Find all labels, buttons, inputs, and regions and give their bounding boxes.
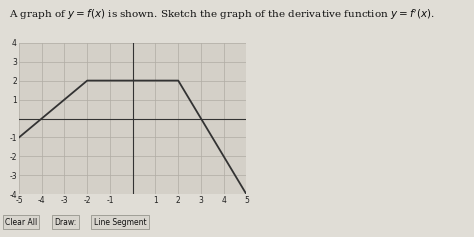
Text: Clear All: Clear All [5,218,37,227]
Text: Draw:: Draw: [54,218,76,227]
Text: Line Segment: Line Segment [94,218,146,227]
Text: A graph of $y = f(x)$ is shown. Sketch the graph of the derivative function $y =: A graph of $y = f(x)$ is shown. Sketch t… [9,7,435,22]
